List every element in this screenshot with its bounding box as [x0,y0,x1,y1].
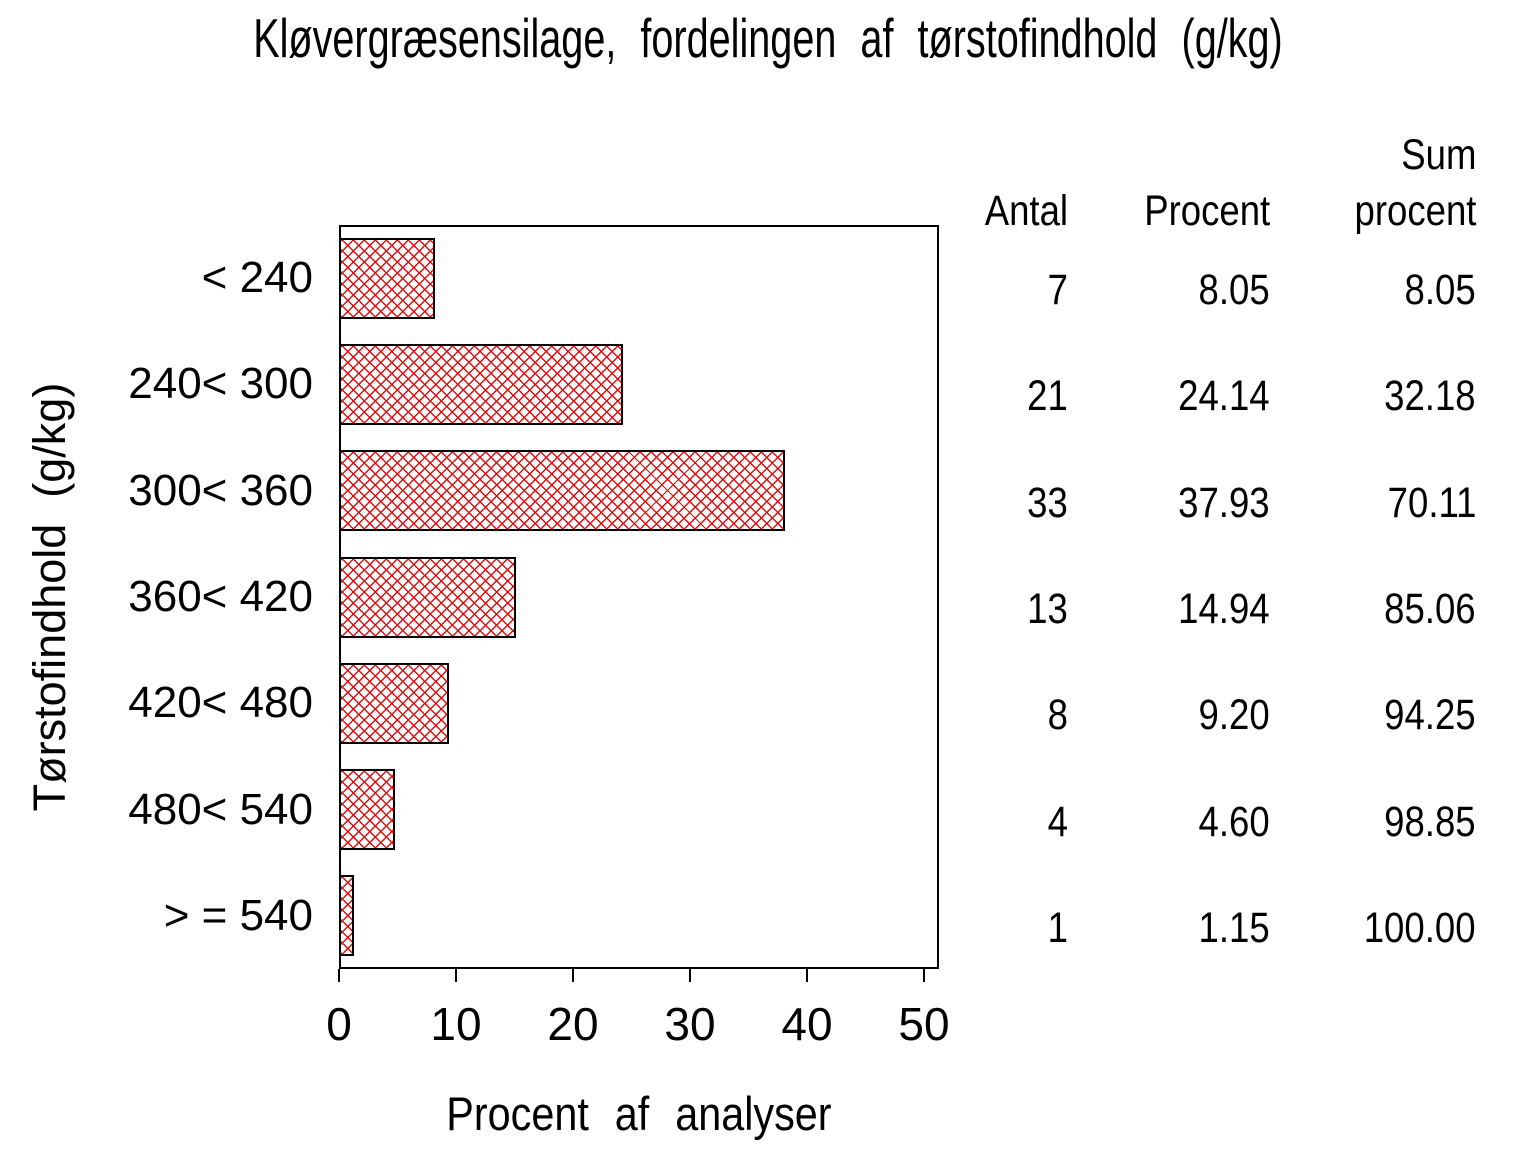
table-cell-antal: 7 [1044,266,1068,314]
table-header-label: Sum [1400,131,1476,179]
category-label: 240< 300 [128,359,313,408]
table-value-procent: 8.05 [1198,266,1270,314]
bar-360<420 [339,557,516,638]
category-label: 360< 420 [128,572,313,621]
chart-title-row: Kløvergræsensilage, fordelingen af tørst… [0,6,1536,70]
table-cell-sum: 8.05 [1392,266,1476,314]
table-cell-procent: 4.60 [1186,798,1270,846]
category-label: > = 540 [163,891,313,940]
table-cell-procent: 1.15 [1186,904,1270,952]
table-cell-sum: 32.18 [1368,372,1476,420]
table-cell-procent: 14.94 [1162,585,1270,633]
table-header-sum-1: Sum [1388,131,1476,179]
table-cell-sum: 70.11 [1372,479,1476,527]
table-value-procent: 4.60 [1198,798,1270,846]
y-axis-label: Tørstofindhold (g/kg) [24,382,75,812]
category-label: 420< 480 [128,678,313,727]
x-tick [455,969,457,982]
table-cell-antal: 1 [1044,904,1068,952]
x-tick [338,969,340,982]
table-value-antal: 13 [1027,585,1068,633]
table-header-procent: Procent [1122,187,1270,235]
table-value-sum: 100.00 [1364,904,1476,952]
table-header-label: Procent [1144,187,1270,235]
category-label: 480< 540 [128,785,313,834]
table-header-sum-2: procent [1333,187,1476,235]
table-value-procent: 24.14 [1178,372,1270,420]
table-value-antal: 1 [1047,904,1068,952]
table-cell-procent: 37.93 [1162,479,1270,527]
table-cell-sum: 85.06 [1368,585,1476,633]
table-value-antal: 21 [1027,372,1068,420]
table-cell-antal: 4 [1044,798,1068,846]
x-tick-label: 10 [430,998,482,1050]
x-tick-label: 20 [547,998,599,1050]
table-cell-procent: 8.05 [1186,266,1270,314]
bar-420<480 [339,663,449,744]
table-value-sum: 94.25 [1384,691,1476,739]
table-cell-sum: 100.00 [1344,904,1476,952]
x-tick [572,969,574,982]
table-cell-antal: 13 [1020,585,1068,633]
table-cell-procent: 24.14 [1162,372,1270,420]
table-value-procent: 14.94 [1178,585,1270,633]
table-value-antal: 33 [1027,479,1068,527]
bar-<240 [339,238,435,319]
bar-300<360 [339,450,785,531]
x-tick [689,969,691,982]
chart-title: Kløvergræsensilage, fordelingen af tørst… [253,7,1283,69]
x-axis-label-row: Procent af analyser [339,1086,939,1141]
table-value-sum: 98.85 [1384,798,1476,846]
table-value-antal: 8 [1047,691,1068,739]
table-value-procent: 1.15 [1198,904,1270,952]
table-header-label: Antal [984,187,1068,235]
table-header-antal: Antal [970,187,1068,235]
table-cell-antal: 33 [1020,479,1068,527]
x-axis-label: Procent af analyser [446,1087,832,1140]
bar->=540 [339,875,354,956]
x-tick-label: 0 [326,998,352,1050]
table-value-procent: 37.93 [1178,479,1270,527]
table-value-sum: 32.18 [1384,372,1476,420]
table-cell-antal: 21 [1020,372,1068,420]
table-value-sum: 85.06 [1384,585,1476,633]
table-cell-antal: 8 [1044,691,1068,739]
bar-480<540 [339,769,395,850]
table-value-procent: 9.20 [1198,691,1270,739]
x-tick-label: 30 [664,998,716,1050]
x-tick-label: 40 [781,998,833,1050]
category-label: < 240 [201,253,313,302]
table-value-sum: 8.05 [1404,266,1476,314]
table-cell-procent: 9.20 [1186,691,1270,739]
table-cell-sum: 94.25 [1368,691,1476,739]
table-value-sum: 70.11 [1387,479,1476,527]
table-cell-sum: 98.85 [1368,798,1476,846]
x-tick-label: 50 [898,998,950,1050]
table-header-label: procent [1354,187,1476,235]
table-value-antal: 7 [1047,266,1068,314]
bar-240<300 [339,344,623,425]
category-label: 300< 360 [128,466,313,515]
table-value-antal: 4 [1047,798,1068,846]
x-tick [806,969,808,982]
x-tick [923,969,925,982]
